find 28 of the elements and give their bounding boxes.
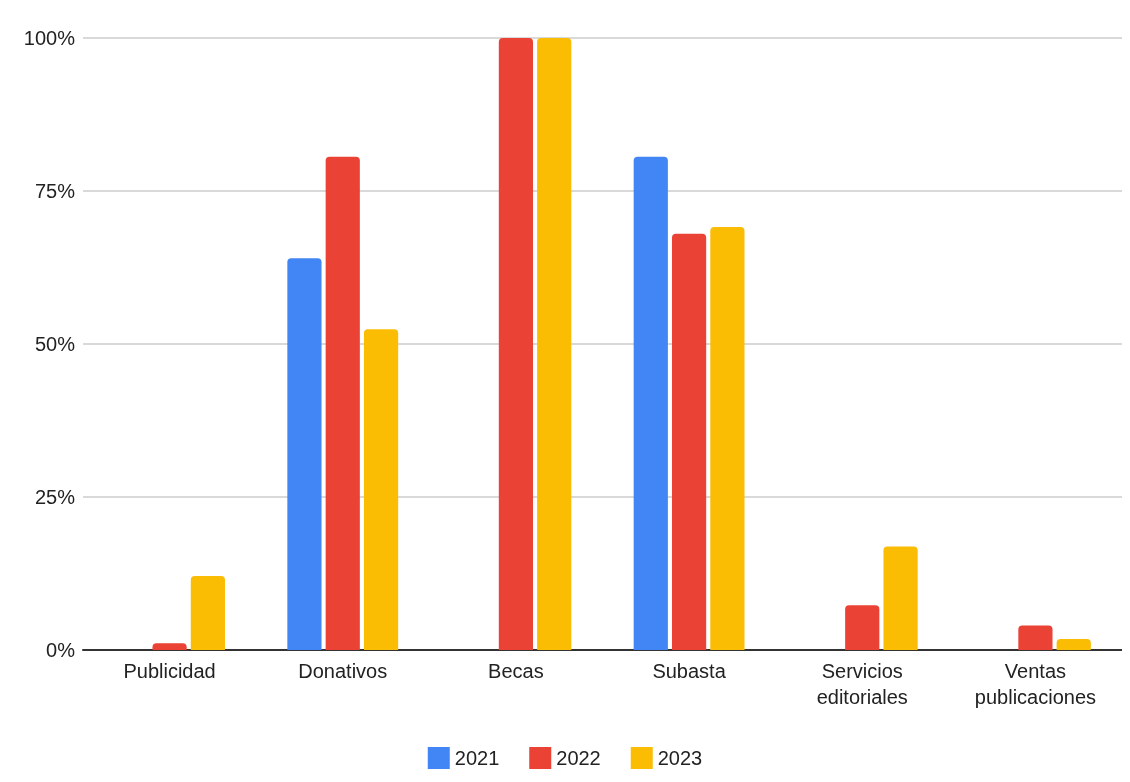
bar	[671, 233, 707, 650]
bar	[1056, 638, 1091, 650]
bar	[883, 546, 918, 650]
bar	[537, 38, 572, 650]
y-tick-label: 100%	[23, 27, 76, 49]
legend-label: 2022	[556, 747, 601, 769]
bar	[710, 227, 745, 650]
bar	[152, 643, 187, 650]
bar	[287, 258, 322, 650]
x-tick-label: Servicios editoriales	[816, 660, 908, 708]
bar	[1018, 625, 1053, 650]
y-tick-label: 50%	[34, 333, 76, 355]
bar	[325, 156, 360, 650]
bar	[633, 156, 668, 650]
y-tick-label: 0%	[46, 639, 76, 661]
y-tick-label: 75%	[34, 180, 76, 202]
bar	[363, 329, 399, 650]
x-tick-label: Becas	[488, 660, 544, 682]
legend-label: 2023	[657, 747, 703, 769]
x-tick-label: Ventas publicaciones	[974, 660, 1097, 708]
bar	[190, 575, 225, 650]
x-tick-label: Subasta	[652, 660, 727, 682]
x-tick-label: Donativos	[298, 660, 388, 682]
legend-label: 2021	[454, 747, 500, 769]
bar	[498, 38, 534, 650]
bar	[845, 605, 880, 650]
y-tick-label: 25%	[34, 486, 76, 508]
x-tick-label: Publicidad	[123, 660, 216, 682]
